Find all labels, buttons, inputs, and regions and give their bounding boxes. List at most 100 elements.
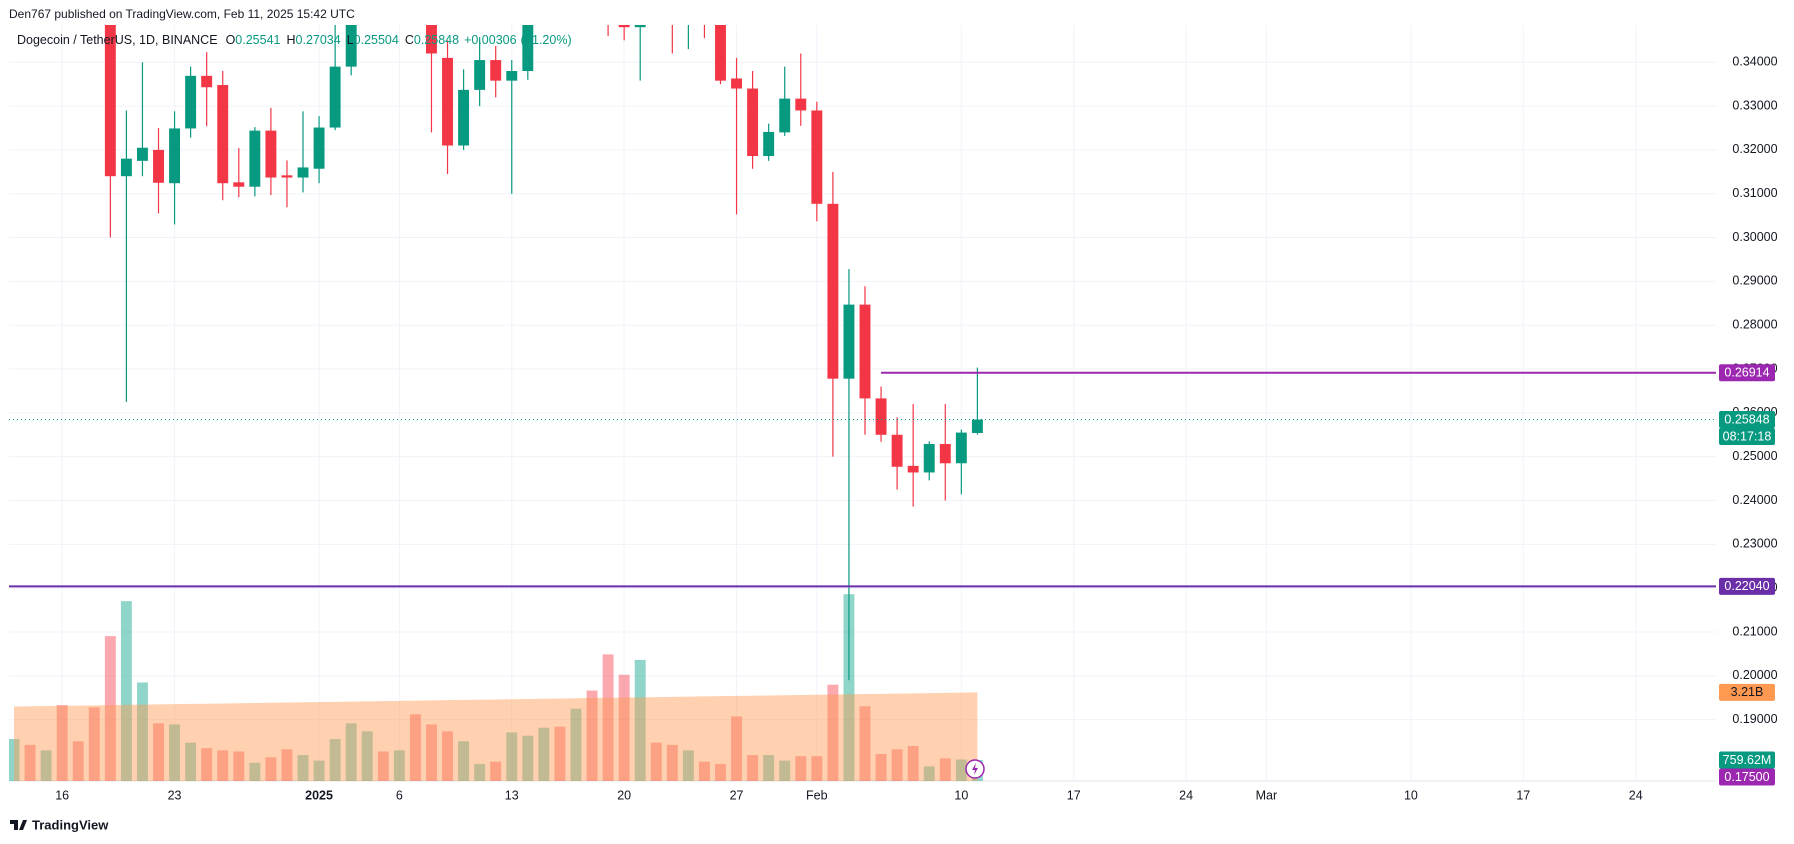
x-tick-label: 6 [396,788,403,802]
volume-bar [474,763,486,781]
candle-body [153,149,164,183]
y-tick-label: 0.23000 [1732,537,1777,551]
candle-body [891,434,903,467]
y-tick-label: 0.33000 [1732,98,1777,112]
candle-body [249,130,261,187]
volume-bar [602,654,614,781]
level-label-bg [1719,577,1775,595]
volume-bar [779,760,791,781]
volume-bar [40,750,52,781]
legend-change: +0.00306 [464,33,517,47]
volume-bar [313,760,325,781]
volume-bar [409,714,421,781]
legend-value: 0.25541 [235,33,280,47]
volume-bar [265,757,277,781]
y-tick-label: 0.31000 [1732,186,1777,200]
volume-bar [618,674,630,781]
volume-bar [72,741,84,781]
candle-body [875,398,887,435]
candle-body [522,25,534,72]
y-tick-label: 0.19000 [1732,712,1777,726]
volume-bar [763,755,775,781]
candle-body [426,25,437,54]
candle-body [843,304,855,379]
volume-bar [795,756,807,781]
volume-bar [217,750,229,781]
volume-label-bg [1719,751,1775,769]
legend-key: C [405,33,414,47]
level-label-bg [1719,364,1775,382]
volume-bar [698,761,710,781]
volume-bar [490,761,502,781]
candle-body [281,175,293,178]
last-price-label-bg [1719,411,1775,429]
candle-body [345,25,357,67]
volume-bar [361,731,373,781]
volume-bar [104,636,116,781]
x-tick-label: 27 [730,788,744,802]
candle-body [667,0,678,10]
level-label-bg [1719,768,1775,786]
volume-bar [442,731,453,781]
volume-bar [747,755,759,781]
candle-body [442,57,453,146]
candle-body [603,0,614,10]
y-tick-label: 0.25000 [1732,449,1777,463]
volume-bar [923,766,935,781]
candle-body [120,158,132,177]
volume-bar [907,745,919,781]
candle-body [923,443,935,473]
candle-body [297,167,309,178]
volume-bar [859,706,871,781]
volume-bar [827,684,839,781]
candle-body [233,182,245,187]
candle-body [313,127,325,169]
overlay: 0.190000.200000.210000.220000.230000.240… [55,55,1777,803]
candle-body [907,465,919,473]
legend-change-pct: (+1.20%) [521,33,572,47]
last-price-label: 0.25848 [1724,412,1769,426]
candle-body [747,88,759,157]
volume-ma-label-bg [1719,683,1775,701]
candle-body [458,89,470,146]
level-label: 0.26914 [1724,366,1769,380]
candle-body [201,75,213,88]
y-tick-label: 0.24000 [1732,493,1777,507]
candle-body [971,419,983,433]
y-tick-label: 0.21000 [1732,624,1777,638]
volume-bar [955,759,967,781]
x-tick-label: 24 [1629,788,1643,802]
volume-bar [185,742,197,781]
volume-bar [586,690,598,781]
symbol: Dogecoin / TetherUS, 1D, BINANCE [17,33,218,47]
candle-body [811,110,823,204]
candle-body [731,78,743,89]
y-tick-label: 0.30000 [1732,230,1777,244]
volume-bar [570,708,582,781]
x-tick-label: 16 [55,788,69,802]
candle-body [859,304,871,399]
y-tick-label: 0.32000 [1732,142,1777,156]
x-tick-label: 24 [1179,788,1193,802]
x-tick-label: 17 [1516,788,1530,802]
volume-bar [88,707,100,781]
legend-key: L [347,33,354,47]
legend-value: 0.27034 [296,33,341,47]
countdown-bg [1719,428,1775,446]
volume-bar [426,724,437,781]
x-tick-label: 10 [1404,788,1418,802]
volume-bar [731,716,743,781]
candle-body [763,131,775,157]
x-tick-label: Feb [806,788,828,802]
candle-body [136,147,148,161]
x-tick-label: 20 [617,788,631,802]
volume-bar [153,723,164,781]
legend-key: H [286,33,295,47]
candle-body [827,203,839,379]
legend-value: 0.25848 [414,33,459,47]
alert-icon[interactable] [965,759,985,779]
volume-bar [682,750,694,781]
candle-body [329,66,341,128]
volume-bar [136,682,148,781]
brand: TradingView [32,817,109,832]
